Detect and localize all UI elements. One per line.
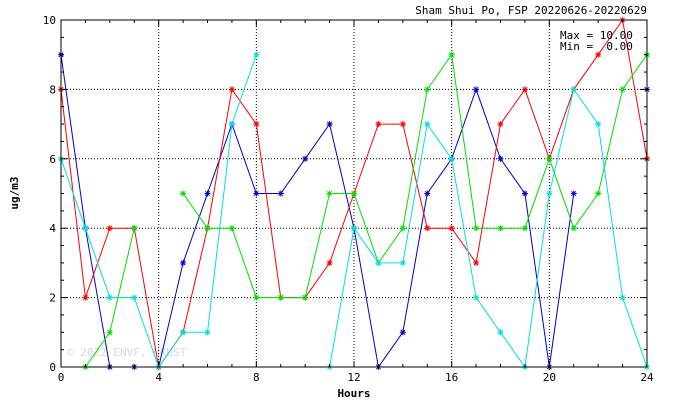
data-point: [448, 51, 455, 58]
data-point: [204, 190, 211, 197]
data-point: [570, 86, 577, 93]
y-tick-label: 0: [49, 361, 56, 374]
y-tick-label: 4: [49, 222, 56, 235]
data-point: [399, 121, 406, 128]
data-point: [497, 121, 504, 128]
data-point: [521, 86, 528, 93]
max-label: Max = 10.00: [560, 29, 633, 42]
data-point: [326, 190, 333, 197]
x-tick-label: 4: [155, 371, 162, 384]
data-point: [595, 121, 602, 128]
x-tick-label: 20: [543, 371, 556, 384]
series-line: [60, 54, 575, 369]
data-point: [180, 190, 187, 197]
data-point: [253, 190, 260, 197]
data-point: [424, 190, 431, 197]
data-point: [351, 225, 357, 232]
data-point: [204, 225, 211, 232]
data-point: [131, 294, 138, 301]
data-point: [521, 225, 528, 232]
data-point: [375, 121, 382, 128]
data-point: [424, 86, 431, 93]
x-axis-label: Hours: [337, 387, 370, 400]
min-label: Min = 0.00: [560, 40, 633, 53]
data-point: [424, 225, 431, 232]
data-point: [595, 51, 602, 58]
data-point: [131, 225, 138, 232]
data-point: [180, 259, 187, 266]
data-point: [399, 225, 406, 232]
data-point: [521, 190, 528, 197]
data-point: [546, 155, 553, 162]
data-point: [106, 225, 113, 232]
data-point: [473, 225, 480, 232]
data-point: [619, 86, 626, 93]
data-point: [228, 86, 235, 93]
data-point: [180, 329, 187, 336]
x-tick-label: 24: [640, 371, 654, 384]
data-point: [375, 259, 382, 266]
y-tick-label: 2: [49, 292, 56, 305]
data-point: [448, 225, 455, 232]
data-point: [326, 259, 333, 266]
data-point: [497, 155, 504, 162]
series-line: [329, 88, 648, 369]
data-point: [253, 51, 260, 58]
chart-title: Sham Shui Po, FSP 20220626-20220629: [415, 4, 647, 17]
data-point: [570, 190, 577, 197]
data-point: [228, 121, 235, 128]
data-point: [253, 294, 260, 301]
data-point: [399, 259, 406, 266]
data-point: [204, 329, 211, 336]
data-point: [106, 294, 113, 301]
data-point: [595, 190, 602, 197]
data-point: [277, 190, 284, 197]
data-point: [448, 155, 455, 162]
x-tick-label: 16: [445, 371, 458, 384]
series-line: [182, 53, 648, 299]
data-point: [619, 294, 626, 301]
data-point: [399, 329, 406, 336]
y-tick-label: 8: [49, 83, 56, 96]
data-point: [253, 121, 260, 128]
data-point: [497, 329, 504, 336]
data-point: [326, 121, 333, 128]
x-tick-label: 8: [253, 371, 260, 384]
y-axis-label: ug/m3: [8, 176, 21, 209]
x-tick-label: 0: [58, 371, 65, 384]
data-point: [277, 294, 284, 301]
y-tick-label: 10: [43, 14, 56, 27]
data-point: [473, 86, 480, 93]
data-point: [351, 190, 357, 197]
data-point: [228, 225, 235, 232]
data-point: [570, 225, 577, 232]
data-point: [473, 294, 480, 301]
grid: [61, 20, 647, 367]
data-point: [302, 155, 309, 162]
data-point: [106, 329, 113, 336]
y-tick-label: 6: [49, 153, 56, 166]
data-point: [302, 294, 309, 301]
data-point: [497, 225, 504, 232]
data-point: [82, 225, 89, 232]
data-point: [424, 121, 431, 128]
data-point: [473, 259, 480, 266]
x-tick-label: 12: [347, 371, 360, 384]
data-point: [82, 294, 89, 301]
data-point: [546, 190, 553, 197]
